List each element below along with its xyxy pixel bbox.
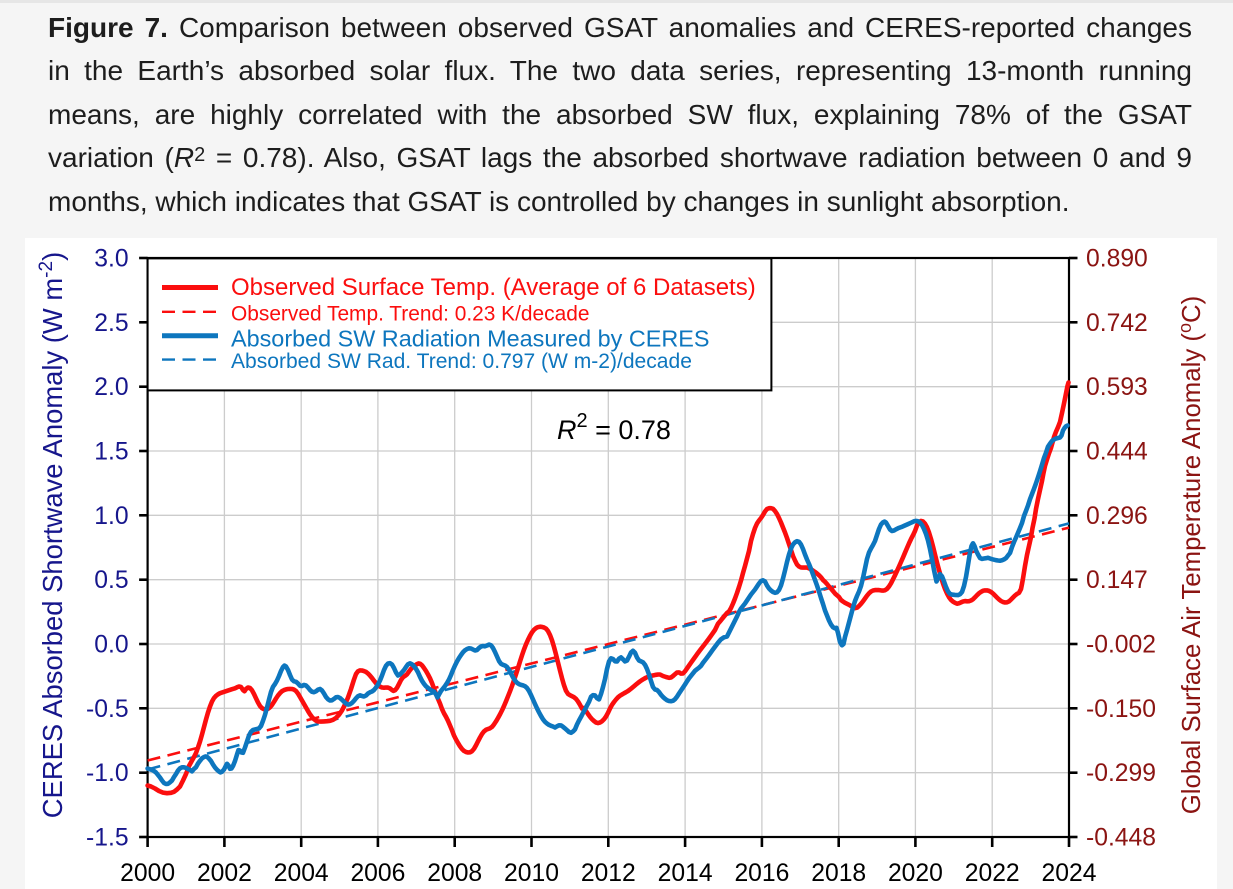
svg-text:-1.0: -1.0 <box>86 760 129 787</box>
svg-text:2010: 2010 <box>504 860 559 887</box>
svg-text:Observed Surface Temp. (Averag: Observed Surface Temp. (Average of 6 Dat… <box>231 274 756 301</box>
svg-text:2020: 2020 <box>888 860 943 887</box>
svg-text:0.296: 0.296 <box>1086 503 1148 530</box>
svg-text:3.0: 3.0 <box>94 246 128 273</box>
svg-text:2.0: 2.0 <box>94 374 128 401</box>
svg-text:0.5: 0.5 <box>94 567 128 594</box>
svg-text:0.890: 0.890 <box>1086 246 1148 273</box>
svg-text:-0.002: -0.002 <box>1086 632 1156 659</box>
svg-text:CERES Absorbed Shortwave Anoma: CERES Absorbed Shortwave Anomaly (W m-2) <box>36 252 68 818</box>
svg-text:2.5: 2.5 <box>94 310 128 337</box>
svg-text:2018: 2018 <box>811 860 866 887</box>
svg-text:1.0: 1.0 <box>94 503 128 530</box>
svg-text:2014: 2014 <box>658 860 713 887</box>
svg-text:2012: 2012 <box>581 860 636 887</box>
svg-text:2006: 2006 <box>350 860 405 887</box>
svg-text:0.147: 0.147 <box>1086 567 1148 594</box>
svg-text:-0.299: -0.299 <box>1086 760 1156 787</box>
svg-text:Absorbed SW Radiation Measured: Absorbed SW Radiation Measured by CERES <box>231 326 709 352</box>
svg-text:2004: 2004 <box>274 860 329 887</box>
svg-text:2024: 2024 <box>1042 860 1097 887</box>
svg-text:-0.150: -0.150 <box>1086 696 1156 723</box>
svg-text:2008: 2008 <box>427 860 482 887</box>
svg-text:2002: 2002 <box>197 860 252 887</box>
svg-text:1.5: 1.5 <box>94 439 128 466</box>
svg-text:0.0: 0.0 <box>94 632 128 659</box>
svg-text:0.444: 0.444 <box>1086 439 1148 466</box>
svg-text:2022: 2022 <box>965 860 1020 887</box>
svg-text:0.593: 0.593 <box>1086 374 1148 401</box>
svg-text:R2 = 0.78: R2 = 0.78 <box>557 410 671 445</box>
svg-text:Observed Temp. Trend: 0.23 K/d: Observed Temp. Trend: 0.23 K/decade <box>231 303 589 326</box>
svg-text:-0.5: -0.5 <box>86 696 129 723</box>
svg-text:-0.448: -0.448 <box>1086 825 1156 852</box>
svg-text:-1.5: -1.5 <box>86 825 129 852</box>
svg-text:2000: 2000 <box>120 860 175 887</box>
svg-text:2016: 2016 <box>734 860 789 887</box>
svg-text:Absorbed SW Rad. Trend: 0.797: Absorbed SW Rad. Trend: 0.797 (W m-2)/de… <box>231 350 692 373</box>
svg-text:Global Surface Air Temperature: Global Surface Air Temperature Anomaly (… <box>1175 296 1206 815</box>
svg-text:0.742: 0.742 <box>1086 310 1148 337</box>
